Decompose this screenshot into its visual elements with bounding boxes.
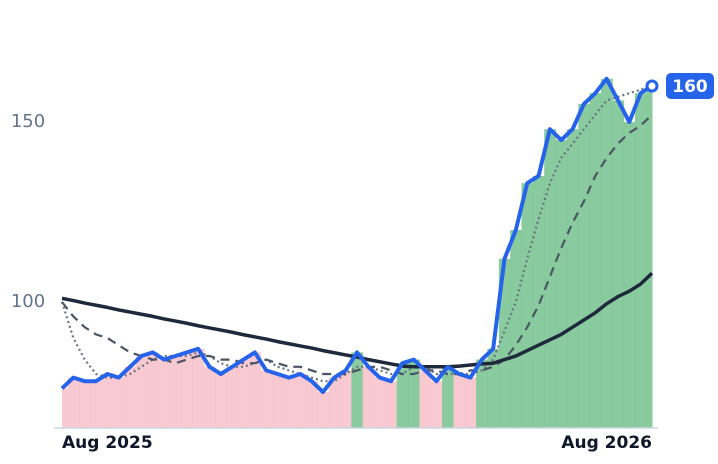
- area-step: [612, 100, 625, 429]
- area-step: [589, 93, 602, 428]
- y-tick-label: 100: [11, 291, 45, 312]
- value-badge: [666, 73, 714, 99]
- area-step: [124, 366, 137, 428]
- area-step: [328, 377, 341, 428]
- area-step: [362, 366, 375, 428]
- area-step: [464, 377, 477, 428]
- last-point: [645, 79, 659, 93]
- area-step: [317, 392, 330, 428]
- value-label: 160: [672, 77, 708, 97]
- area-step: [408, 359, 420, 428]
- area-step: [476, 359, 488, 428]
- average-line: [61, 114, 653, 376]
- area-step: [646, 86, 653, 428]
- area-step: [521, 183, 534, 428]
- x-tick-label: Aug 2026: [561, 433, 652, 453]
- area-step: [113, 377, 125, 428]
- area-step: [555, 140, 568, 428]
- area-step: [181, 352, 193, 428]
- area-step: [339, 370, 352, 428]
- price-line: [60, 76, 654, 394]
- area-step: [294, 374, 307, 428]
- area-step: [237, 359, 250, 428]
- average-line: [61, 271, 654, 369]
- area-step: [203, 366, 216, 428]
- area-step: [215, 374, 228, 428]
- y-tick-label: 150: [11, 111, 45, 132]
- area-step: [510, 230, 523, 428]
- area-step: [101, 374, 114, 428]
- area-step: [396, 363, 409, 428]
- area-step: [351, 352, 364, 428]
- area-step: [90, 381, 103, 428]
- area-step: [226, 366, 239, 428]
- area-step: [566, 129, 579, 428]
- area-step: [67, 377, 80, 428]
- area-step: [419, 370, 432, 428]
- area-step: [578, 104, 591, 428]
- area-step: [147, 352, 159, 428]
- area-step: [430, 381, 443, 428]
- area-step: [442, 366, 454, 428]
- area-step: [453, 374, 466, 428]
- area-step: [487, 348, 500, 428]
- area-step: [135, 356, 148, 428]
- area-step: [158, 359, 171, 428]
- area-step: [62, 388, 69, 428]
- area-step: [385, 381, 398, 428]
- area-step: [260, 370, 273, 428]
- area-step: [169, 356, 182, 428]
- area-step: [634, 93, 647, 428]
- area-step: [271, 374, 284, 428]
- area-step: [192, 348, 205, 428]
- area-step: [374, 377, 386, 428]
- area-step: [600, 78, 613, 429]
- area-step: [623, 122, 636, 428]
- area-step: [79, 381, 91, 428]
- area-step: [305, 381, 318, 428]
- area-step: [283, 377, 296, 428]
- area-step: [249, 352, 262, 428]
- area-step: [498, 258, 511, 428]
- area-step: [544, 129, 557, 428]
- x-tick-label: Aug 2025: [62, 433, 153, 453]
